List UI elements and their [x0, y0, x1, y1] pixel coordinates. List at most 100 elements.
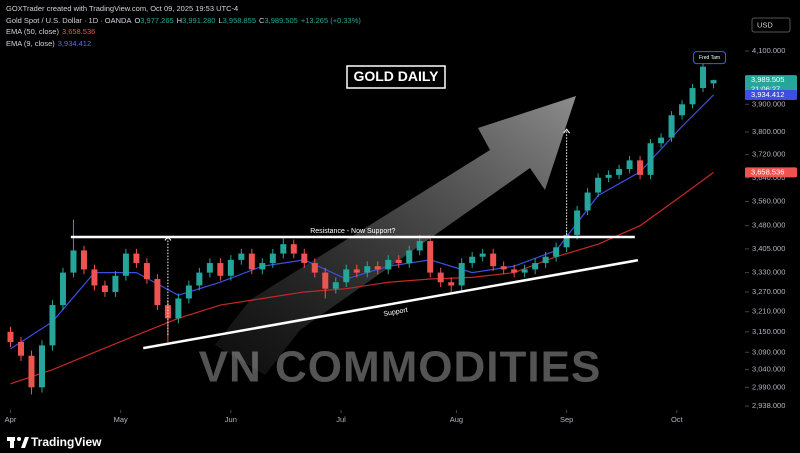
candle-body [647, 143, 654, 175]
title-box [346, 65, 446, 89]
candle-body [395, 259, 402, 264]
trend-arrow-graphic [215, 96, 576, 375]
candle-body [112, 275, 119, 292]
symbol: Gold Spot / U.S. Dollar · 1D · OANDA [6, 15, 132, 25]
candle-body [206, 263, 213, 273]
y-tick-label: 3,330.000 [752, 268, 785, 277]
candle-body [637, 160, 644, 175]
y-tick-label: 3,480.000 [752, 221, 785, 230]
y-tick-label: 3,800.000 [752, 127, 785, 136]
candle-body [322, 272, 329, 289]
x-tick-label: May [114, 415, 128, 424]
candle-body [80, 250, 87, 270]
y-tick-label: 3,090.000 [752, 347, 785, 356]
candle-body [91, 269, 98, 286]
candle-body [385, 259, 392, 270]
candle-body [154, 279, 161, 306]
annotation-label: Resistance - Now Support? [310, 228, 395, 235]
candle-body [196, 272, 203, 286]
candle-body [259, 263, 266, 270]
candle-body [626, 160, 633, 170]
candle-body [563, 234, 570, 248]
candle-body [542, 256, 549, 264]
price-tag [745, 167, 797, 178]
candle-body [406, 250, 413, 264]
symbol-row: Gold Spot / U.S. Dollar · 1D · OANDA O3,9… [6, 15, 364, 27]
candle-body [710, 80, 717, 84]
watermark: VN COMMODITIES [199, 343, 602, 392]
candle-body [458, 263, 465, 286]
candle-body [500, 266, 507, 270]
currency: USD [757, 20, 773, 29]
candle-body [269, 253, 276, 264]
ohlc-key: C [259, 15, 265, 25]
flag-box [693, 51, 727, 65]
candle-body [343, 269, 350, 283]
currency-box[interactable] [751, 17, 791, 33]
candle-body [248, 253, 255, 270]
candle-body [185, 285, 192, 299]
ohlc-key: L [218, 15, 223, 25]
ohlc-value: 3,989.505 [264, 15, 298, 25]
candle-body [668, 115, 675, 138]
candle-body [301, 253, 308, 264]
candle-body [28, 355, 35, 388]
x-tick-label: Jul [336, 415, 346, 424]
candle-body [49, 305, 56, 346]
candle-body [595, 177, 602, 193]
y-tick-label: 3,560.000 [752, 196, 785, 205]
flag-label: Fred Tam [699, 55, 720, 61]
brand: TradingView [31, 435, 102, 449]
y-tick-label: 3,040.000 [752, 365, 785, 374]
candle-body [7, 331, 14, 342]
arrow-head [563, 128, 571, 134]
candle-body [437, 272, 444, 283]
price-tag-label: 3,989.505 [751, 75, 784, 84]
candle-body [416, 241, 423, 251]
ema-value: 3,934.412 [57, 38, 92, 48]
candle-body [658, 137, 665, 144]
candle-body [374, 266, 381, 270]
plot-area: Resistance - Now Support? Support Fred Tam [7, 51, 727, 395]
x-tick-label: Aug [450, 415, 463, 424]
y-tick-label: 2,938.000 [752, 401, 785, 410]
candle-body [427, 241, 434, 273]
x-tick-label: Apr [5, 415, 17, 424]
candle-body [311, 263, 318, 273]
ema-line [10, 94, 714, 350]
y-tick-label: 4,100.000 [752, 46, 785, 55]
axes: 4,100.0003,900.0003,800.0003,720.0003,64… [5, 46, 797, 424]
y-tick-label: 3,150.000 [752, 327, 785, 336]
ohlc-key: H [176, 15, 183, 25]
y-tick-label: 2,990.000 [752, 382, 785, 391]
credit-row: GOXTrader created with TradingView.com, … [6, 3, 364, 15]
chart-title: GOLD DAILY [353, 68, 439, 84]
candle-body [238, 253, 245, 260]
candle-body [364, 266, 371, 273]
ema-name: EMA (9, close) [6, 38, 55, 48]
annotation-label: Support [383, 307, 408, 318]
candle-body [584, 192, 591, 211]
candle-body [290, 244, 297, 254]
price-tag [745, 89, 797, 100]
candle-body [479, 253, 486, 257]
trend-line [143, 258, 639, 350]
candle-body [689, 88, 696, 105]
change: +13.265 (+0.33%) [300, 15, 361, 25]
countdown: 21:06:27 [751, 85, 780, 94]
candle-body [448, 282, 455, 286]
ema-value: 3,658.536 [61, 27, 96, 36]
arrow-head [164, 235, 172, 241]
y-tick-label: 3,720.000 [752, 150, 785, 159]
candle-body [17, 341, 24, 356]
candle-body [469, 256, 476, 264]
candle-body [175, 298, 182, 319]
ohlc-value: 3,991.280 [182, 15, 216, 25]
ema-line [10, 171, 714, 385]
x-tick-label: Jun [225, 415, 237, 424]
candle-body [521, 269, 528, 273]
candle-body [70, 250, 77, 273]
candle-body [679, 104, 686, 116]
y-tick-label: 3,405.000 [752, 244, 785, 253]
